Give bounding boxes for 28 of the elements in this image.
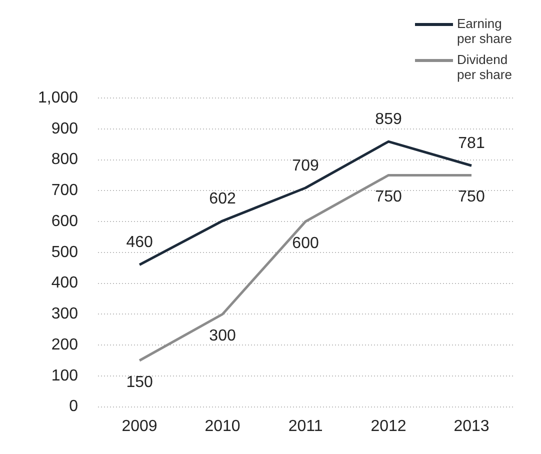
x-tick-label: 2012	[370, 418, 406, 435]
y-tick-label: 600	[51, 212, 78, 230]
y-tick-label: 700	[51, 182, 78, 200]
y-tick-label: 0	[69, 398, 78, 416]
y-tick-label: 1,000	[38, 89, 78, 106]
legend-label: Dividend per share	[457, 52, 513, 82]
data-label: 150	[126, 374, 153, 391]
data-label: 602	[209, 190, 236, 208]
y-tick-label: 800	[51, 151, 78, 168]
legend-label: Earning per share	[457, 16, 513, 46]
data-label: 709	[292, 157, 319, 174]
data-label: 750	[375, 188, 402, 206]
x-tick-label: 2010	[204, 418, 240, 435]
y-tick-label: 100	[51, 367, 78, 384]
x-tick-label: 2011	[288, 418, 323, 435]
data-label: 781	[458, 135, 485, 152]
y-tick-label: 400	[51, 274, 78, 292]
data-label: 460	[126, 234, 153, 252]
data-label: 300	[209, 328, 236, 345]
x-tick-label: 2009	[122, 418, 158, 435]
y-tick-label: 300	[51, 306, 78, 323]
y-tick-label: 500	[51, 244, 78, 261]
y-tick-label: 900	[51, 120, 78, 138]
data-label: 600	[292, 234, 319, 252]
x-tick-label: 2013	[454, 418, 490, 435]
y-tick-label: 200	[51, 336, 78, 354]
data-label: 859	[375, 110, 402, 128]
data-label: 750	[458, 188, 485, 206]
